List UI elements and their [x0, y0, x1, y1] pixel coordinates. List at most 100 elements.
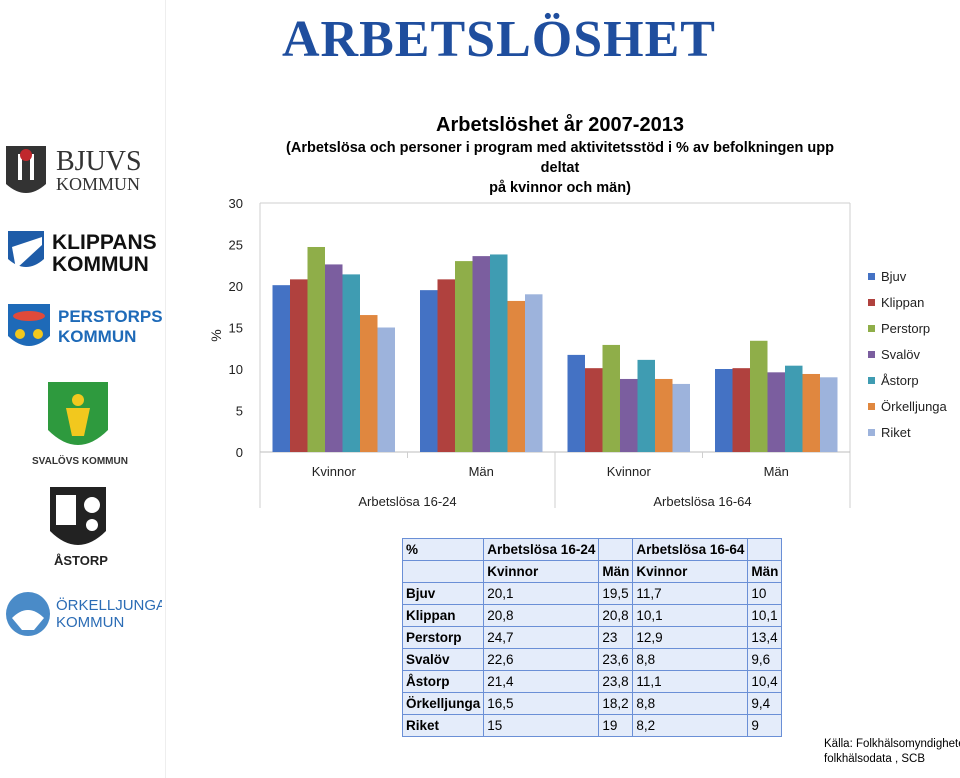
source-note: Källa: Folkhälsomyndigheten, folkhälsoda…: [824, 737, 960, 767]
legend-swatch: [868, 428, 875, 436]
bar-åstorp: [785, 365, 803, 452]
table-cell: 13,4: [747, 626, 783, 649]
perstorps-kommun-logo: PERSTORPS KOMMUN: [4, 300, 162, 358]
astorp-logo: ÅSTORP: [4, 485, 162, 570]
legend-label: Bjuv: [881, 268, 907, 284]
legend-swatch: [868, 350, 875, 358]
logo-line: KLIPPANS: [52, 231, 157, 254]
y-tick-label: 30: [229, 196, 243, 211]
chart-title-block: Arbetslöshet år 2007-2013 (Arbetslösa oc…: [270, 112, 850, 198]
table-cell: 15: [483, 714, 600, 737]
bar-perstorp: [455, 261, 473, 452]
table-cell: 23: [598, 626, 634, 649]
logo-line: KOMMUN: [56, 614, 124, 631]
table-cell: 10: [747, 582, 783, 605]
bar-åstorp: [637, 359, 655, 452]
logo-line: KOMMUN: [52, 253, 149, 276]
x-category-label: Män: [764, 464, 789, 479]
table-header-cell: Män: [598, 560, 634, 583]
table-cell: 9,4: [747, 692, 783, 715]
table-row: Riket 15 19 8,2 9: [401, 714, 783, 737]
table-row: Åstorp 21,4 23,8 11,1 10,4: [401, 670, 783, 693]
klippans-kommun-logo: KLIPPANS KOMMUN: [4, 225, 162, 280]
logo-line: PERSTORPS: [58, 307, 162, 326]
table-row: Perstorp 24,7 23 12,9 13,4: [401, 626, 783, 649]
x-category-label: Män: [469, 464, 494, 479]
legend-label: Svalöv: [881, 346, 921, 362]
bar-klippan: [437, 279, 455, 452]
slide-title: ARBETSLÖSHET: [282, 11, 716, 68]
orkelljunga-kommun-logo: ÖRKELLJUNGA KOMMUN: [4, 588, 162, 648]
table-row-label: Riket: [401, 714, 485, 737]
table-cell: 11,1: [632, 670, 749, 693]
logo-line: BJUVS: [56, 146, 142, 177]
svalovs-kommun-logo: SVALÖVS KOMMUN: [4, 378, 162, 470]
data-table: % Arbetslösa 16-24 Arbetslösa 16-64 Kvin…: [401, 538, 783, 737]
y-tick-label: 5: [236, 404, 243, 419]
table-cell: 23,8: [598, 670, 634, 693]
bar-örkelljunga: [655, 378, 673, 452]
y-axis-label: %: [208, 329, 224, 341]
perstorp-shield-icon: [8, 304, 50, 346]
table-cell: 22,6: [483, 648, 600, 671]
bar-riket: [820, 377, 838, 452]
table-cell: 9,6: [747, 648, 783, 671]
table-header-cell: Kvinnor: [632, 560, 749, 583]
table-row-label: Åstorp: [401, 670, 485, 693]
table-cell: 8,8: [632, 648, 749, 671]
legend-swatch: [868, 402, 875, 410]
bar-åstorp: [490, 254, 508, 452]
x-category-label: Kvinnor: [312, 464, 357, 479]
logo-line: KOMMUN: [58, 327, 136, 346]
bar-klippan: [585, 368, 603, 452]
legend-item: Örkelljunga: [868, 393, 947, 419]
legend-item: Klippan: [868, 289, 947, 315]
table-cell: 23,6: [598, 648, 634, 671]
y-tick-label: 0: [236, 445, 243, 460]
bar-örkelljunga: [507, 300, 525, 452]
table-row-label: Perstorp: [401, 626, 485, 649]
y-tick-label: 15: [229, 321, 243, 336]
table-cell: 9: [747, 714, 783, 737]
bar-svalöv: [472, 256, 490, 452]
x-category-label: Kvinnor: [607, 464, 652, 479]
table-cell: 21,4: [483, 670, 600, 693]
legend-label: Perstorp: [881, 320, 931, 336]
bar-bjuv: [420, 290, 438, 452]
bar-örkelljunga: [360, 315, 378, 452]
chart-subtitle-line: (Arbetslösa och personer i program med a…: [286, 140, 834, 176]
table-row: Bjuv 20,1 19,5 11,7 10: [401, 582, 783, 605]
chart-subtitle-line: på kvinnor och män): [489, 180, 631, 196]
x-group-label: Arbetslösa 16-64: [653, 494, 751, 509]
bar-svalöv: [325, 264, 343, 452]
table-cell: 16,5: [483, 692, 600, 715]
table-cell: 20,8: [598, 604, 634, 627]
table-row: Svalöv 22,6 23,6 8,8 9,6: [401, 648, 783, 671]
logo-line: SVALÖVS KOMMUN: [32, 454, 128, 467]
table-header-cell: Kvinnor: [483, 560, 600, 583]
source-line: Källa: Folkhälsomyndigheten,: [824, 738, 960, 750]
table-row-label: Bjuv: [401, 582, 485, 605]
table-cell: 12,9: [632, 626, 749, 649]
table-cell: 19,5: [598, 582, 634, 605]
bjuvs-kommun-logo: BJUVS KOMMUN: [4, 140, 162, 205]
legend-item: Svalöv: [868, 341, 947, 367]
table-cell: 10,1: [747, 604, 783, 627]
table-header-cell: [747, 538, 783, 561]
legend-item: Åstorp: [868, 367, 947, 393]
bar-perstorp: [750, 340, 768, 452]
bar-chart: 0 5 10 15 20 25 30% Kvinnor Män Kvinnor Män Arbetsl…: [208, 196, 851, 509]
bar-svalöv: [767, 372, 785, 452]
legend-item: Perstorp: [868, 315, 947, 341]
table-cell: 18,2: [598, 692, 634, 715]
table-row-label: Klippan: [401, 604, 485, 627]
table-header-cell: Arbetslösa 16-24: [483, 538, 600, 561]
logo-line: ÅSTORP: [54, 553, 108, 568]
table-header-row: Kvinnor Män Kvinnor Män: [401, 560, 783, 583]
table-cell: 20,8: [483, 604, 600, 627]
legend-swatch: [868, 324, 875, 332]
table-header-cell: Arbetslösa 16-64: [632, 538, 749, 561]
chart-legend: Bjuv Klippan Perstorp Svalöv Åstorp Örkelljun…: [868, 263, 947, 445]
legend-label: Örkelljunga: [881, 398, 947, 414]
legend-swatch: [868, 298, 875, 306]
